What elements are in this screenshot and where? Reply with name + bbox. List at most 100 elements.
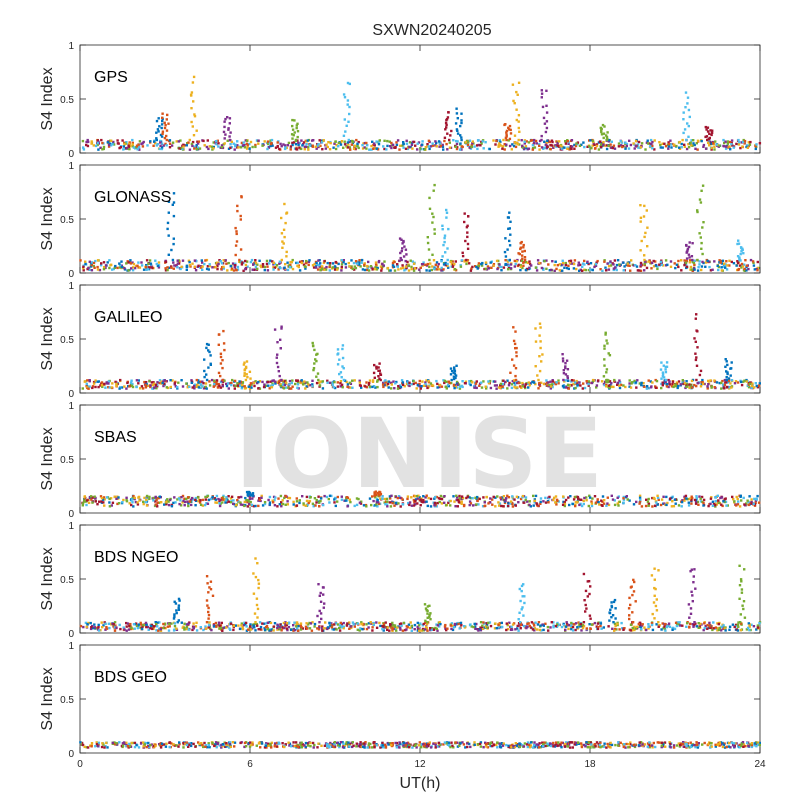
- data-point: [402, 146, 405, 149]
- spike-point: [505, 131, 508, 134]
- data-point: [239, 380, 242, 383]
- data-point: [275, 381, 279, 384]
- data-point: [244, 259, 247, 263]
- data-point: [103, 266, 106, 269]
- data-point: [168, 622, 171, 625]
- spike-point: [740, 250, 743, 253]
- data-point: [396, 387, 400, 390]
- data-point: [244, 386, 248, 390]
- data-point: [344, 266, 348, 269]
- spike-point: [665, 361, 669, 364]
- data-point: [572, 498, 576, 501]
- data-point: [151, 387, 154, 390]
- data-point: [263, 627, 266, 630]
- data-point: [125, 625, 128, 628]
- data-point: [506, 379, 509, 382]
- data-point: [285, 381, 288, 384]
- data-point: [154, 500, 157, 503]
- data-point: [285, 146, 288, 150]
- data-point: [137, 143, 140, 146]
- data-point: [538, 384, 542, 388]
- data-point: [454, 505, 457, 508]
- data-point: [429, 382, 433, 385]
- data-point: [498, 502, 502, 505]
- data-point: [154, 383, 158, 387]
- data-point: [269, 259, 272, 262]
- data-point: [471, 504, 475, 507]
- spike-point: [246, 376, 249, 379]
- data-point: [349, 625, 352, 628]
- data-point: [185, 144, 188, 147]
- spike-point: [682, 111, 685, 114]
- data-point: [632, 503, 636, 506]
- spike-point: [694, 352, 697, 355]
- data-point: [471, 381, 474, 384]
- data-point: [261, 622, 264, 625]
- data-point: [566, 383, 570, 386]
- data-point: [282, 143, 285, 146]
- data-point: [552, 624, 555, 627]
- spike-point: [195, 129, 198, 132]
- data-point: [536, 628, 539, 631]
- data-point: [526, 261, 530, 264]
- data-point: [302, 503, 305, 507]
- data-point: [724, 263, 727, 266]
- data-point: [680, 505, 683, 508]
- data-point: [300, 625, 303, 629]
- data-point: [86, 386, 89, 389]
- spike-point: [441, 224, 444, 227]
- data-point: [756, 624, 760, 627]
- data-point: [567, 264, 570, 267]
- data-point: [511, 495, 514, 498]
- data-point: [371, 380, 375, 383]
- data-point: [745, 628, 749, 631]
- data-point: [688, 386, 691, 390]
- data-point: [351, 621, 355, 624]
- data-point: [401, 144, 404, 147]
- spike-point: [285, 250, 288, 254]
- data-point: [639, 261, 643, 265]
- data-point: [376, 385, 379, 389]
- data-point: [472, 625, 475, 629]
- data-point: [461, 496, 465, 500]
- data-point: [421, 143, 424, 146]
- data-point: [725, 260, 728, 263]
- data-point: [566, 140, 569, 143]
- data-point: [312, 505, 315, 508]
- y-tick-label: 0: [68, 629, 74, 640]
- data-point: [482, 627, 485, 630]
- data-point: [131, 627, 134, 631]
- spike-point: [191, 81, 195, 84]
- data-point: [448, 141, 451, 144]
- spike-point: [508, 258, 511, 262]
- spike-point: [540, 138, 543, 142]
- data-point: [219, 498, 222, 501]
- data-point: [342, 146, 345, 149]
- spike-point: [235, 232, 238, 236]
- spike-point: [221, 359, 224, 362]
- data-point: [275, 265, 278, 269]
- spike-point: [460, 136, 463, 139]
- data-point: [675, 144, 678, 148]
- data-point: [459, 142, 462, 145]
- data-point: [617, 495, 620, 498]
- data-point: [235, 504, 238, 507]
- data-point: [90, 498, 93, 501]
- data-point: [316, 263, 319, 266]
- data-point: [330, 623, 334, 627]
- spike-point: [725, 378, 728, 382]
- data-point: [441, 143, 444, 147]
- data-point: [370, 266, 373, 269]
- data-point: [288, 379, 292, 383]
- data-point: [168, 139, 172, 142]
- data-point: [438, 385, 441, 389]
- data-point: [470, 379, 473, 383]
- data-point: [572, 379, 575, 382]
- data-point: [164, 142, 167, 146]
- data-point: [517, 381, 521, 385]
- data-point: [276, 623, 279, 626]
- data-point: [152, 496, 155, 500]
- data-point: [280, 145, 283, 148]
